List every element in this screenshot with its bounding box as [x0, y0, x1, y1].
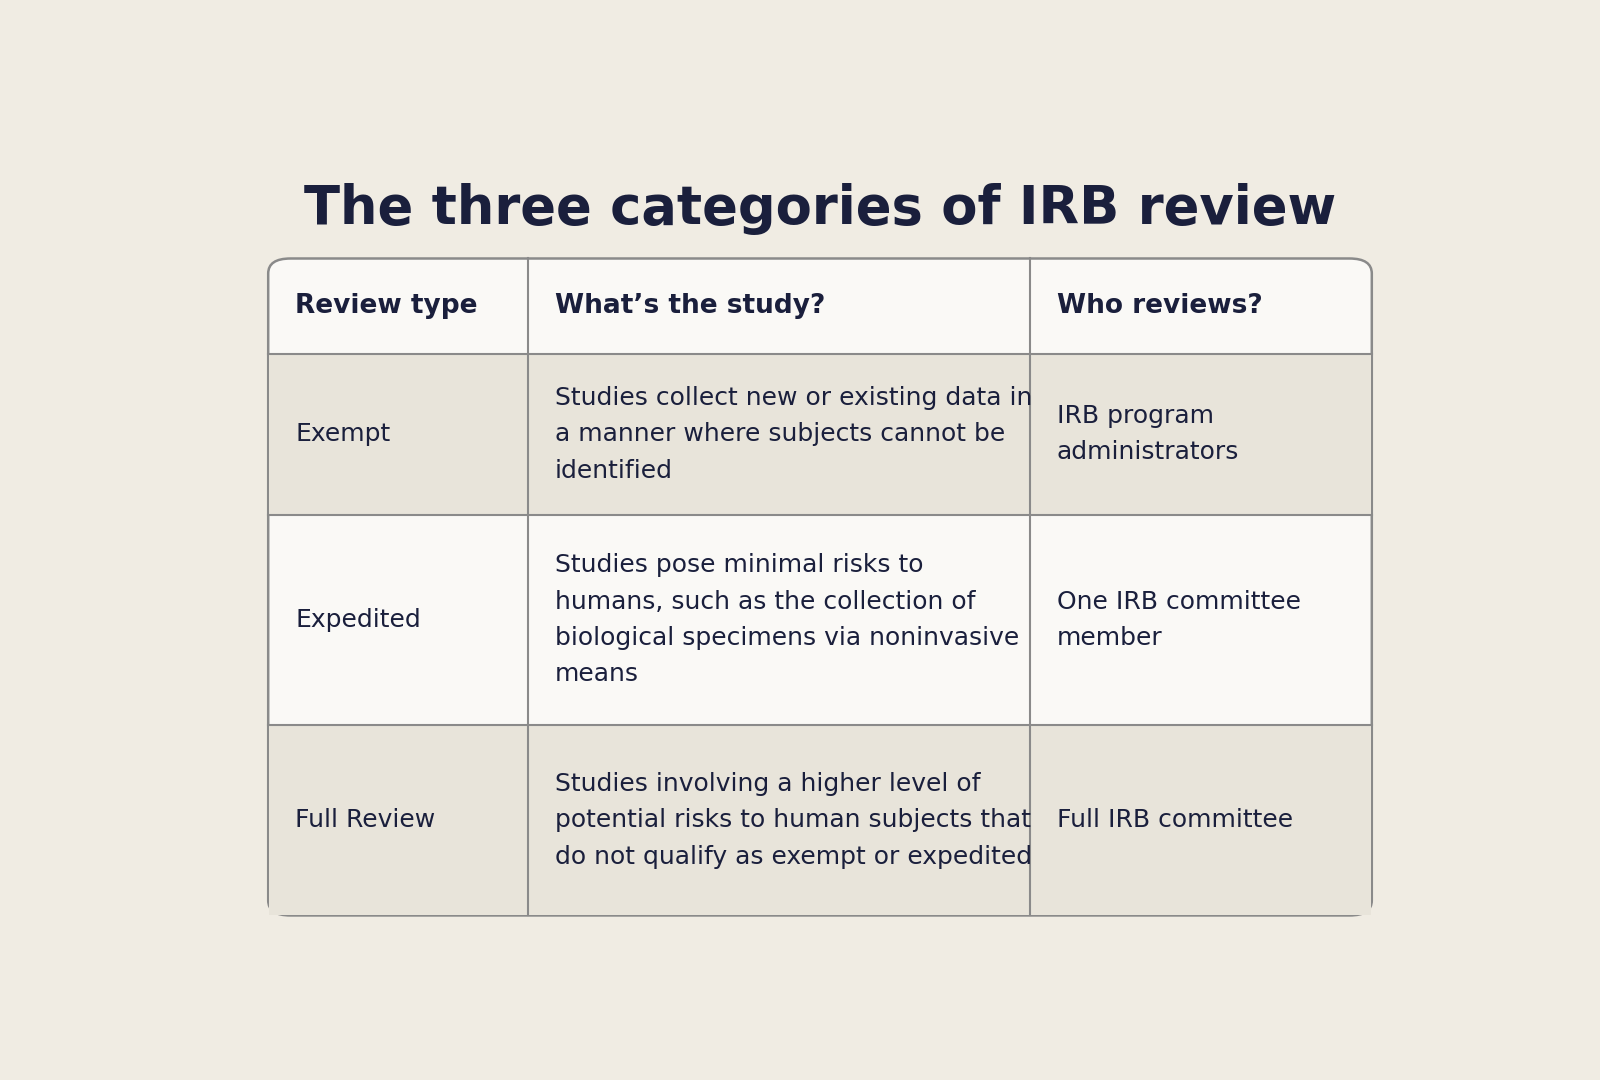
Bar: [269, 354, 1371, 515]
Text: The three categories of IRB review: The three categories of IRB review: [304, 183, 1336, 234]
Text: Full IRB committee: Full IRB committee: [1058, 808, 1293, 833]
Bar: [269, 725, 1371, 916]
Text: IRB program
administrators: IRB program administrators: [1058, 404, 1240, 464]
FancyBboxPatch shape: [269, 258, 1371, 916]
Text: Studies pose minimal risks to
humans, such as the collection of
biological speci: Studies pose minimal risks to humans, su…: [555, 553, 1019, 687]
Text: Review type: Review type: [296, 293, 478, 319]
Text: What’s the study?: What’s the study?: [555, 293, 826, 319]
Text: Expedited: Expedited: [296, 608, 421, 632]
Text: One IRB committee
member: One IRB committee member: [1058, 590, 1301, 650]
Text: Who reviews?: Who reviews?: [1058, 293, 1262, 319]
Text: Exempt: Exempt: [296, 422, 390, 446]
Text: Full Review: Full Review: [296, 808, 435, 833]
Text: Studies collect new or existing data in
a manner where subjects cannot be
identi: Studies collect new or existing data in …: [555, 386, 1032, 483]
Text: Studies involving a higher level of
potential risks to human subjects that
do no: Studies involving a higher level of pote…: [555, 772, 1032, 868]
